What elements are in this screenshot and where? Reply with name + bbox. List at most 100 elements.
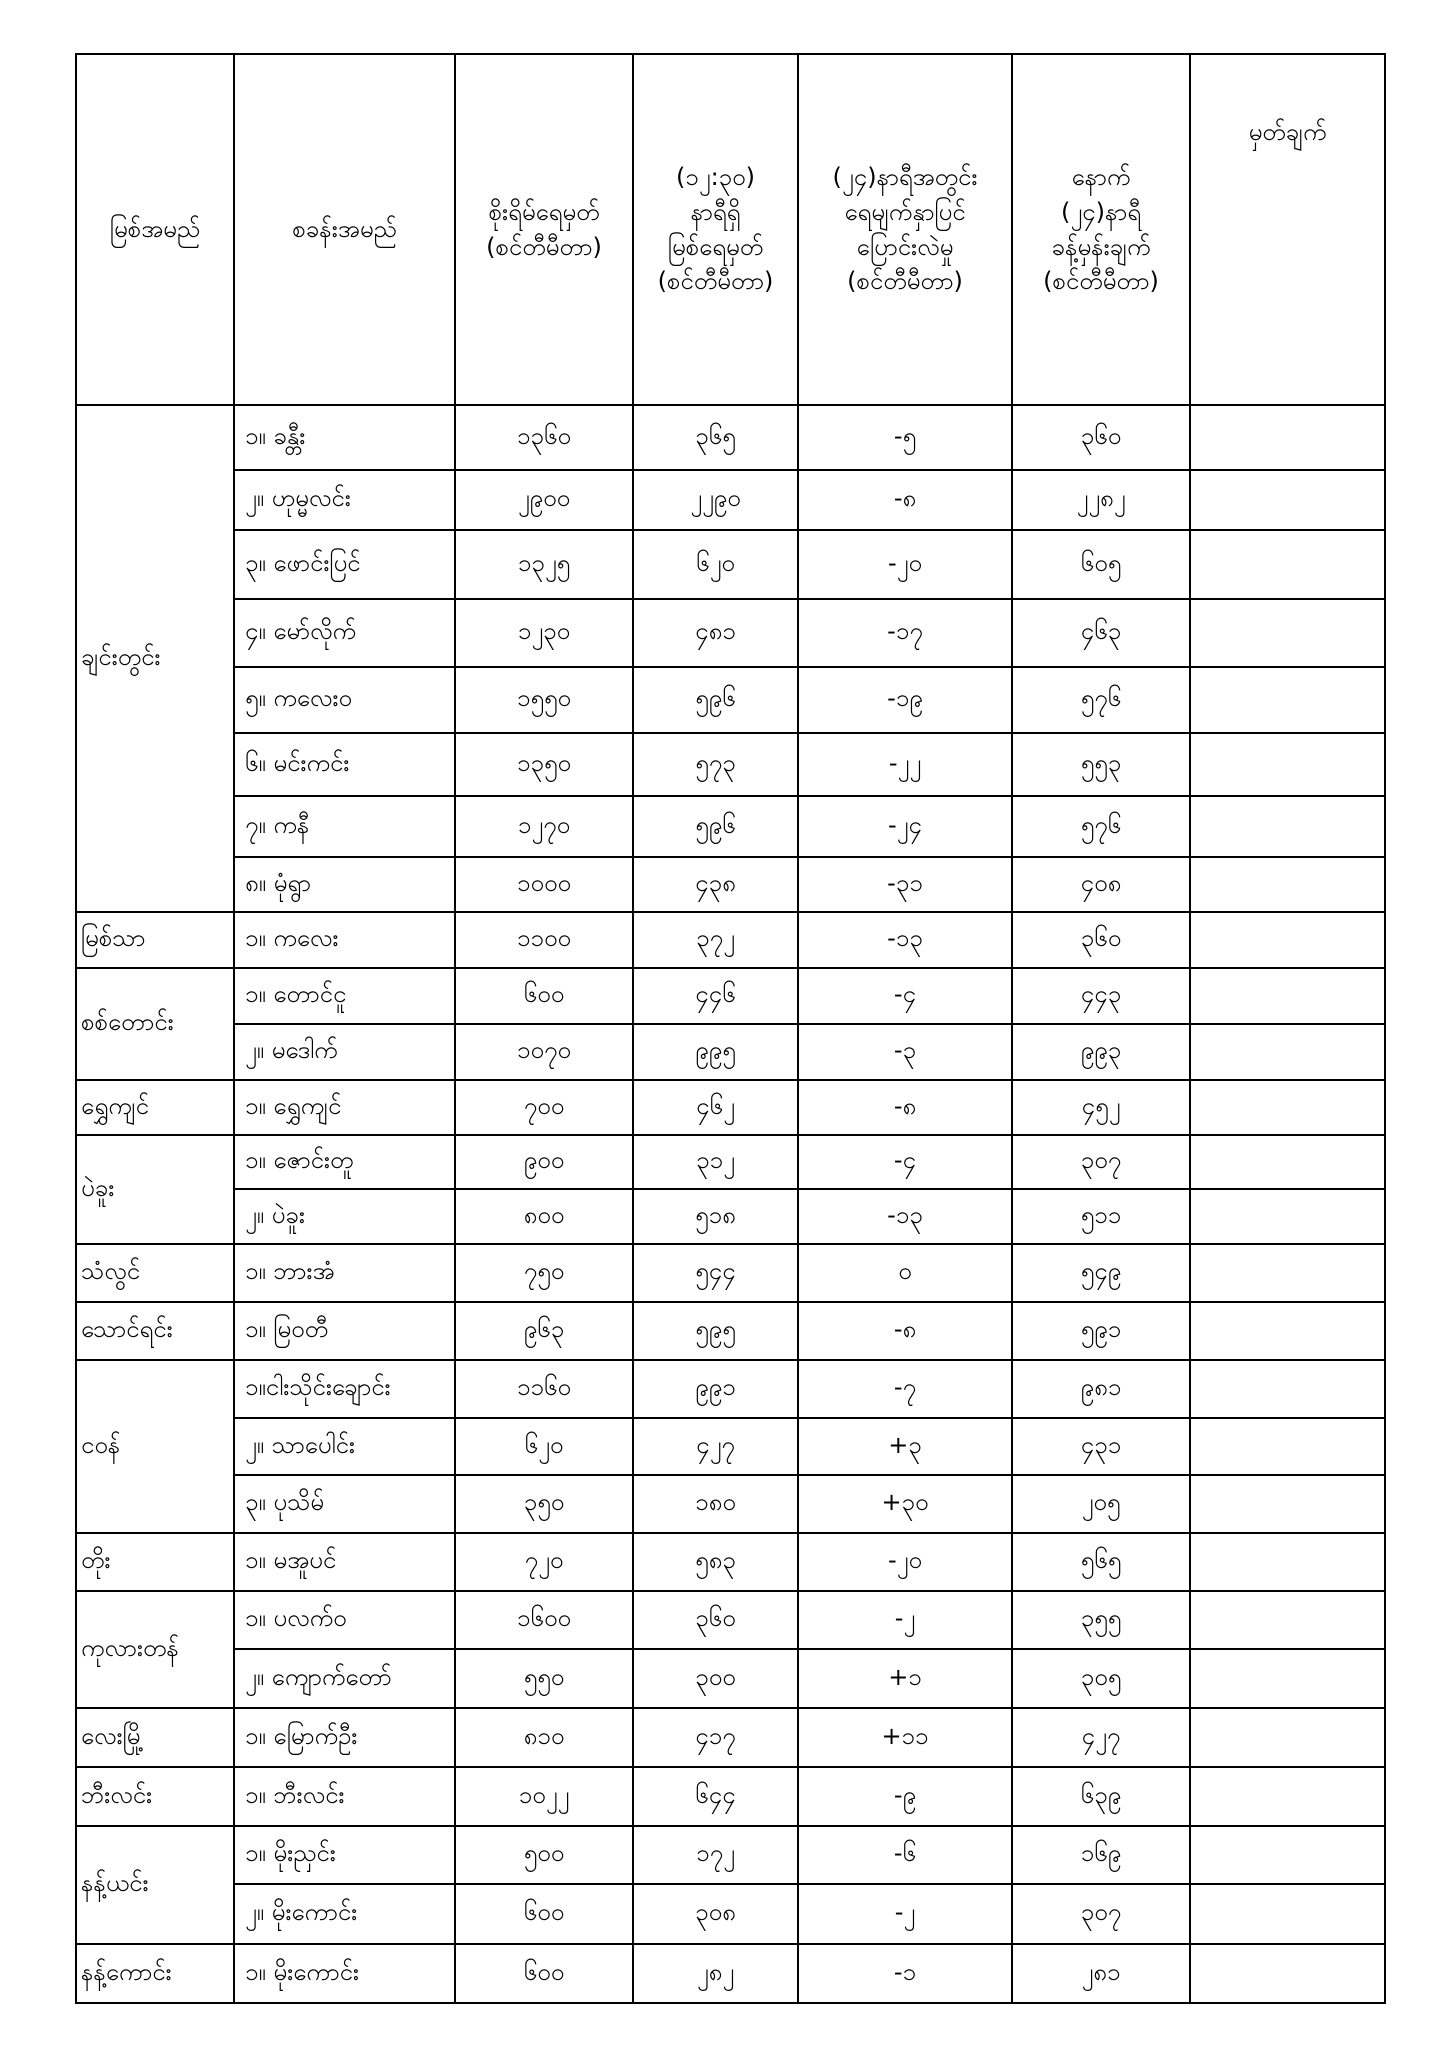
danger-level: ၁၁၀၀ bbox=[454, 911, 634, 969]
level-change: +၃၀ bbox=[797, 1474, 1013, 1534]
table-row: ၂။ မိုးကောင်း ၆၀၀ ၃၀၈ -၂ ၃၀၇ bbox=[76, 1883, 1386, 1945]
level-change: ၀ bbox=[797, 1243, 1013, 1303]
current-level: ၁၇၂ bbox=[632, 1825, 799, 1885]
danger-level: ၅၀၀ bbox=[454, 1825, 634, 1885]
river-name: ငဝန် bbox=[75, 1359, 235, 1534]
forecast-level: ၉၈၁ bbox=[1011, 1359, 1191, 1419]
danger-level: ၆၀၀ bbox=[454, 1883, 634, 1945]
danger-level: ၁၀၂၂ bbox=[454, 1766, 634, 1827]
current-level: ၄၁၇ bbox=[632, 1707, 799, 1768]
forecast-level: ၄၄၃ bbox=[1011, 967, 1191, 1025]
remark bbox=[1189, 469, 1386, 531]
table-row: ငဝန် ၁။ငါးသိုင်းချောင်း ၁၁၆၀ ၉၉၁ -၇ ၉၈၁ bbox=[75, 1359, 1386, 1534]
remark bbox=[1189, 1943, 1386, 2004]
level-change: -၂၂ bbox=[797, 732, 1013, 797]
forecast-level: ၃၀၅ bbox=[1011, 1648, 1191, 1709]
forecast-level: ၅၇၆ bbox=[1011, 795, 1191, 858]
danger-level: ၆၀၀ bbox=[454, 1943, 634, 2004]
remark bbox=[1189, 404, 1386, 471]
danger-level: ၁၃၆၀ bbox=[454, 404, 634, 471]
level-change: -၈ bbox=[797, 1301, 1013, 1361]
remark bbox=[1189, 911, 1386, 969]
river-name: တိုး bbox=[75, 1532, 235, 1592]
danger-level: ၁၃၅၀ bbox=[454, 732, 634, 797]
current-level: ၅၉၆ bbox=[632, 795, 799, 858]
forecast-level: ၃၅၅ bbox=[1011, 1590, 1191, 1650]
river-name: ပဲခူး bbox=[75, 1134, 235, 1245]
danger-level: ၇၅၀ bbox=[454, 1243, 634, 1303]
current-level: ၃၀၈ bbox=[632, 1883, 799, 1945]
forecast-level: ၅၁၁ bbox=[1011, 1188, 1191, 1245]
current-level: ၅၉၆ bbox=[632, 666, 799, 734]
station-name: ၅။ ကလေးဝ bbox=[233, 666, 456, 734]
forecast-level: ၅၉၁ bbox=[1011, 1301, 1191, 1361]
station-name: ၁။ ကလေး bbox=[233, 911, 456, 969]
remark bbox=[1189, 732, 1386, 797]
remark bbox=[1189, 1532, 1386, 1592]
river-name: လေးမြို့ bbox=[75, 1707, 235, 1768]
table-body: ချင်းတွင်း ၁။ ခန္တီး ၁၃၆၀ ၃၆၅ -၅ ၃၆၀ ၂။ ဟုမ္မလ… bbox=[75, 404, 1386, 2004]
station-name: ၁။ မိုးညှင်း bbox=[233, 1825, 456, 1885]
forecast-level: ၄၅၂ bbox=[1011, 1079, 1191, 1136]
remark bbox=[1189, 1707, 1386, 1768]
current-level: ၅၇၃ bbox=[632, 732, 799, 797]
station-name: ၂။ ပဲခူး bbox=[233, 1188, 456, 1245]
remark bbox=[1189, 1474, 1386, 1534]
remark bbox=[1189, 795, 1386, 858]
forecast-level: ၂၈၁ bbox=[1011, 1943, 1191, 2004]
forecast-level: ၃၀၇ bbox=[1011, 1134, 1191, 1190]
current-level: ၄၆၂ bbox=[632, 1079, 799, 1136]
station-name: ၂။ မဒေါက် bbox=[233, 1023, 456, 1081]
river-name: ရွှေကျင် bbox=[75, 1079, 235, 1136]
forecast-level: ၅၆၅ bbox=[1011, 1532, 1191, 1592]
table-row: တိုး ၁။ မအူပင် ၇၂၀ ၅၈၃ -၂၀ ၅၆၅ bbox=[75, 1532, 1386, 1592]
remark bbox=[1189, 598, 1386, 668]
forecast-level: ၉၉၃ bbox=[1011, 1023, 1191, 1081]
table-row: ၇။ ကနီ ၁၂၇၀ ၅၉၆ -၂၄ ၅၇၆ bbox=[76, 795, 1386, 858]
station-name: ၁။ ရွှေကျင် bbox=[233, 1079, 456, 1136]
header-river-name: မြစ်အမည် bbox=[75, 53, 235, 406]
river-name: သံလွင် bbox=[75, 1243, 235, 1303]
header-station-name: စခန်းအမည် bbox=[233, 53, 456, 406]
station-name: ၆။ မင်းကင်း bbox=[233, 732, 456, 797]
header-remark: မှတ်ချက် bbox=[1189, 53, 1386, 406]
remark bbox=[1189, 1079, 1386, 1136]
danger-level: ၇၂၀ bbox=[454, 1532, 634, 1592]
table-row: ရွှေကျင် ၁။ ရွှေကျင် ၇၀၀ ၄၆၂ -၈ ၄၅၂ bbox=[75, 1079, 1386, 1136]
level-change: +၃ bbox=[797, 1417, 1013, 1476]
level-change: -၄ bbox=[797, 967, 1013, 1025]
station-name: ၁။ မြဝတီ bbox=[233, 1301, 456, 1361]
station-name: ၃။ ဖောင်းပြင် bbox=[233, 529, 456, 600]
danger-level: ၃၅၀ bbox=[454, 1474, 634, 1534]
level-change: -၅ bbox=[797, 404, 1013, 471]
remark bbox=[1189, 1243, 1386, 1303]
danger-level: ၁၂၃၀ bbox=[454, 598, 634, 668]
river-name: သောင်ရင်း bbox=[75, 1301, 235, 1361]
level-change: -၂ bbox=[797, 1590, 1013, 1650]
forecast-level: ၆၃၉ bbox=[1011, 1766, 1191, 1827]
forecast-level: ၁၆၉ bbox=[1011, 1825, 1191, 1885]
danger-level: ၈၁၀ bbox=[454, 1707, 634, 1768]
table-row: ပဲခူး ၁။ ဇောင်းတူ ၉၀၀ ၃၁၂ -၄ ၃၀၇ bbox=[75, 1134, 1386, 1245]
remark bbox=[1189, 1188, 1386, 1245]
current-level: ၂၈၂ bbox=[632, 1943, 799, 2004]
level-change: -၄ bbox=[797, 1134, 1013, 1190]
table-row: သောင်ရင်း ၁။ မြဝတီ ၉၆၃ ၅၉၅ -၈ ၅၉၁ bbox=[75, 1301, 1386, 1361]
current-level: ၄၈၁ bbox=[632, 598, 799, 668]
danger-level: ၆၂၀ bbox=[454, 1417, 634, 1476]
level-change: -၇ bbox=[797, 1359, 1013, 1419]
header-24h-change: (၂၄)နာရီအတွင်း ရေမျက်နှာပြင် ပြောင်းလဲမှ… bbox=[797, 53, 1013, 406]
level-change: -၈ bbox=[797, 1079, 1013, 1136]
danger-level: ၉၆၃ bbox=[454, 1301, 634, 1361]
river-name: ကုလားတန် bbox=[75, 1590, 235, 1709]
current-level: ၃၆၅ bbox=[632, 404, 799, 471]
table-row: ကုလားတန် ၁။ ပလက်ဝ ၁၆၀၀ ၃၆၀ -၂ ၃၅၅ bbox=[75, 1590, 1386, 1709]
remark bbox=[1189, 1825, 1386, 1885]
danger-level: ၉၀၀ bbox=[454, 1134, 634, 1190]
table-row: ၄။ မော်လိုက် ၁၂၃၀ ၄၈၁ -၁၇ ၄၆၃ bbox=[76, 598, 1386, 668]
current-level: ၅၁၈ bbox=[632, 1188, 799, 1245]
station-name: ၂။ ကျောက်တော် bbox=[233, 1648, 456, 1709]
table-row: နန့်ယင်း ၁။ မိုးညှင်း ၅၀၀ ၁၇၂ -၆ ၁၆၉ bbox=[75, 1825, 1386, 1945]
station-name: ၂။ သာပေါင်း bbox=[233, 1417, 456, 1476]
danger-level: ၁၁၆၀ bbox=[454, 1359, 634, 1419]
